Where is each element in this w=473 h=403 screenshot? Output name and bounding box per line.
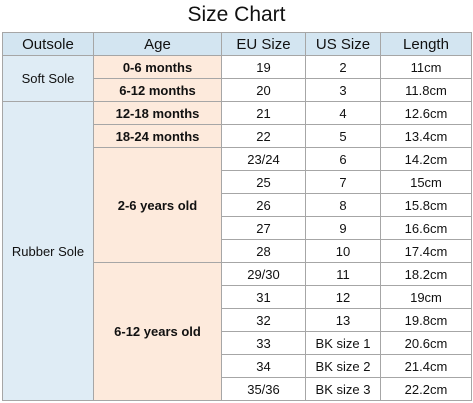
eu-size-cell: 22: [221, 124, 306, 148]
table-body: Soft Sole 0-6 months 19 2 11cm 6-12 months 20 3…: [2, 55, 472, 401]
age-cell: 6-12 years old: [93, 262, 222, 401]
us-size-cell: BK size 2: [305, 354, 381, 378]
table-row: 25 7 15cm: [3, 170, 472, 194]
us-size-cell: 5: [305, 124, 381, 148]
eu-size-cell: 35/36: [221, 377, 306, 401]
table-row: Soft Sole 0-6 months 19 2 11cm: [2, 55, 472, 102]
length-cell: 22.2cm: [380, 377, 472, 401]
eu-size-cell: 34: [221, 354, 306, 378]
length-cell: 14.2cm: [380, 147, 472, 171]
us-size-cell: 9: [305, 216, 381, 240]
table-row: 6-12 months 20 3 11.8cm: [3, 78, 472, 102]
table-row: 34 BK size 2 21.4cm: [3, 354, 472, 378]
header-cell: Age: [93, 32, 222, 56]
length-cell: 13.4cm: [380, 124, 472, 148]
eu-size-cell: 28: [221, 239, 306, 263]
us-size-cell: 8: [305, 193, 381, 217]
eu-size-cell: 20: [221, 78, 306, 102]
header-cell: Length: [380, 32, 472, 56]
header-cell: EU Size: [221, 32, 306, 56]
age-cell: 12-18 months: [93, 101, 222, 125]
table-row: 28 10 17.4cm: [3, 239, 472, 263]
header-row: Outsole Age EU Size US Size Length: [2, 32, 472, 56]
length-cell: 17.4cm: [380, 239, 472, 263]
eu-size-cell: 19: [221, 55, 306, 79]
us-size-cell: 12: [305, 285, 381, 309]
length-cell: 15cm: [380, 170, 472, 194]
us-size-cell: 11: [305, 262, 381, 286]
table-row: 2-6 years old 23/24 6 14.2cm: [3, 147, 472, 263]
eu-size-cell: 23/24: [221, 147, 306, 171]
length-cell: 21.4cm: [380, 354, 472, 378]
length-cell: 19.8cm: [380, 308, 472, 332]
us-size-cell: 10: [305, 239, 381, 263]
table-row: 32 13 19.8cm: [3, 308, 472, 332]
length-cell: 11cm: [380, 55, 472, 79]
length-cell: 15.8cm: [380, 193, 472, 217]
length-cell: 19cm: [380, 285, 472, 309]
outsole-cell: Soft Sole: [2, 55, 94, 102]
outsole-cell: Rubber Sole: [2, 101, 94, 401]
length-cell: 18.2cm: [380, 262, 472, 286]
us-size-cell: BK size 1: [305, 331, 381, 355]
length-cell: 12.6cm: [380, 101, 472, 125]
us-size-cell: 4: [305, 101, 381, 125]
size-table: Outsole Age EU Size US Size Length Soft Sole…: [2, 32, 472, 401]
us-size-cell: 13: [305, 308, 381, 332]
eu-size-cell: 25: [221, 170, 306, 194]
table-row: 6-12 years old 29/30 11 18.2cm: [3, 262, 472, 401]
eu-size-cell: 27: [221, 216, 306, 240]
header-cell: US Size: [305, 32, 381, 56]
eu-size-cell: 33: [221, 331, 306, 355]
us-size-cell: 2: [305, 55, 381, 79]
age-cell: 2-6 years old: [93, 147, 222, 263]
eu-size-cell: 29/30: [221, 262, 306, 286]
length-cell: 20.6cm: [380, 331, 472, 355]
title: Size Chart: [187, 3, 286, 26]
length-cell: 11.8cm: [380, 78, 472, 102]
header-cell: Outsole: [2, 32, 94, 56]
us-size-cell: 3: [305, 78, 381, 102]
age-cell: 6-12 months: [93, 78, 222, 102]
table-row: Rubber Sole 12-18 months 21 4 12.6cm: [2, 101, 472, 401]
age-cell: 0-6 months: [93, 55, 222, 79]
age-cell: 18-24 months: [93, 124, 222, 148]
table-row: 33 BK size 1 20.6cm: [3, 331, 472, 355]
eu-size-cell: 26: [221, 193, 306, 217]
us-size-cell: 6: [305, 147, 381, 171]
table-row: 35/36 BK size 3 22.2cm: [3, 377, 472, 401]
eu-size-cell: 32: [221, 308, 306, 332]
us-size-cell: BK size 3: [305, 377, 381, 401]
us-size-cell: 7: [305, 170, 381, 194]
eu-size-cell: 21: [221, 101, 306, 125]
length-cell: 16.6cm: [380, 216, 472, 240]
eu-size-cell: 31: [221, 285, 306, 309]
